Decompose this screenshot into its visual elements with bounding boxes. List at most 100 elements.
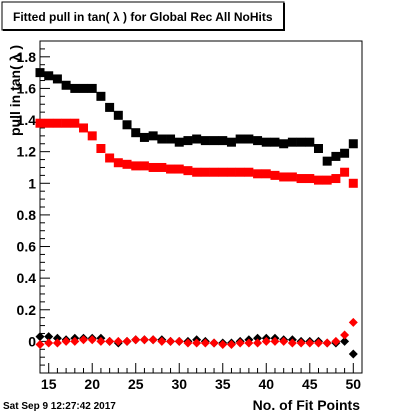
data-point bbox=[279, 172, 289, 182]
data-point bbox=[139, 132, 149, 142]
x-axis-label: No. of Fit Points bbox=[253, 397, 361, 413]
data-point bbox=[157, 336, 167, 346]
data-point bbox=[253, 333, 263, 343]
data-point bbox=[192, 134, 202, 144]
data-point bbox=[287, 338, 297, 348]
data-point bbox=[313, 144, 323, 154]
data-point bbox=[192, 338, 202, 348]
data-point bbox=[131, 128, 141, 138]
x-tick-label: 15 bbox=[41, 376, 57, 392]
y-tick-label: 0.4 bbox=[17, 270, 37, 286]
x-tick-label: 25 bbox=[128, 376, 144, 392]
data-point bbox=[122, 159, 132, 169]
data-point bbox=[313, 338, 323, 348]
y-tick-label: 0.2 bbox=[17, 302, 37, 318]
data-point bbox=[105, 102, 115, 112]
data-point bbox=[244, 167, 254, 177]
data-point bbox=[296, 137, 306, 147]
data-point bbox=[209, 167, 219, 177]
data-point bbox=[270, 336, 280, 346]
data-point bbox=[113, 158, 123, 168]
data-point bbox=[218, 136, 228, 146]
data-point bbox=[35, 340, 45, 350]
data-point bbox=[340, 330, 350, 340]
data-point bbox=[105, 336, 115, 346]
data-point bbox=[52, 74, 62, 84]
data-point bbox=[44, 332, 54, 342]
data-point bbox=[139, 161, 149, 171]
chart-title-box: Fitted pull in tan( λ ) for Global Rec A… bbox=[1, 1, 285, 31]
data-point bbox=[79, 83, 89, 93]
x-axis: 15 20 25 30 35 40 45 50 bbox=[39, 363, 363, 392]
data-point bbox=[226, 167, 236, 177]
data-point bbox=[166, 164, 176, 174]
data-point bbox=[340, 167, 350, 177]
data-point bbox=[322, 338, 332, 348]
data-point bbox=[235, 134, 245, 144]
data-point bbox=[174, 336, 184, 346]
data-point bbox=[105, 153, 115, 163]
data-point bbox=[52, 118, 62, 128]
data-point bbox=[139, 335, 149, 345]
data-point bbox=[261, 336, 271, 346]
y-tick-label: 0 bbox=[28, 333, 36, 349]
data-point bbox=[305, 174, 315, 184]
data-point bbox=[113, 110, 123, 120]
data-point bbox=[296, 174, 306, 184]
data-point bbox=[305, 338, 315, 348]
data-point bbox=[218, 167, 228, 177]
data-point bbox=[87, 83, 97, 93]
data-point bbox=[122, 120, 132, 130]
data-point bbox=[44, 338, 54, 348]
data-point bbox=[87, 131, 97, 141]
data-point bbox=[131, 335, 141, 345]
data-point bbox=[253, 338, 263, 348]
x-tick-label: 20 bbox=[84, 376, 100, 392]
data-point bbox=[35, 68, 45, 78]
data-point bbox=[192, 167, 202, 177]
data-point bbox=[70, 83, 80, 93]
data-point bbox=[79, 335, 89, 345]
data-point bbox=[131, 161, 141, 171]
data-point bbox=[174, 137, 184, 147]
data-point bbox=[279, 139, 289, 149]
y-tick-label: 1.2 bbox=[17, 144, 37, 160]
data-point bbox=[70, 336, 80, 346]
y-tick-label: 1.6 bbox=[17, 80, 37, 96]
data-point bbox=[183, 166, 193, 176]
data-point bbox=[157, 134, 167, 144]
x-tick-label: 40 bbox=[258, 376, 274, 392]
series-2 bbox=[35, 118, 358, 188]
data-point bbox=[287, 172, 297, 182]
data-point bbox=[96, 144, 106, 154]
data-point bbox=[113, 336, 123, 346]
data-point bbox=[218, 340, 228, 350]
y-tick-label: 0.6 bbox=[17, 239, 37, 255]
data-point bbox=[322, 156, 332, 166]
data-point bbox=[348, 139, 358, 149]
y-tick-label: 1.4 bbox=[17, 112, 37, 128]
y-axis-label: pull in tan( λ ) bbox=[7, 45, 23, 136]
data-point bbox=[61, 118, 71, 128]
data-point bbox=[226, 137, 236, 147]
data-point bbox=[244, 338, 254, 348]
data-point bbox=[183, 338, 193, 348]
y-axis: 0 0.2 0.4 0.6 0.8 1 1.2 1.4 1.6 1.8 bbox=[17, 40, 50, 374]
data-point bbox=[270, 170, 280, 180]
chart-title: Fitted pull in tan( λ ) for Global Rec A… bbox=[13, 10, 273, 24]
data-point bbox=[226, 340, 236, 350]
data-point bbox=[200, 167, 210, 177]
data-point bbox=[35, 118, 45, 128]
data-point bbox=[61, 80, 71, 90]
x-tick-label: 45 bbox=[302, 376, 318, 392]
data-point bbox=[279, 336, 289, 346]
data-point bbox=[166, 336, 176, 346]
data-point bbox=[287, 137, 297, 147]
data-point bbox=[148, 162, 158, 172]
data-point bbox=[183, 136, 193, 146]
data-point bbox=[331, 336, 341, 346]
data-point bbox=[331, 174, 341, 184]
x-tick-label: 35 bbox=[215, 376, 231, 392]
data-point bbox=[340, 148, 350, 158]
